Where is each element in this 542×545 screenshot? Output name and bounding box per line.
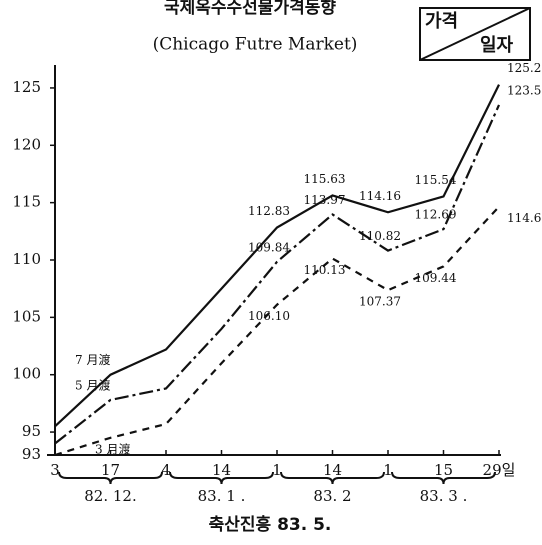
series-name: 3 月渡 bbox=[95, 441, 130, 456]
series-line bbox=[54, 84, 500, 428]
corner-diagonal bbox=[419, 7, 531, 61]
corner-top: 가격 bbox=[425, 11, 458, 32]
x-tick-label: 14 bbox=[212, 461, 231, 479]
corner-box bbox=[419, 7, 531, 61]
x-tick-label: 15 bbox=[434, 461, 453, 479]
x-group-bracket bbox=[391, 471, 496, 485]
x-group-bracket bbox=[58, 471, 163, 485]
x-group-bracket bbox=[169, 471, 274, 485]
data-label: 107.37 bbox=[359, 295, 401, 309]
x-group-label: 83. 1 . bbox=[198, 487, 246, 505]
data-label: 112.69 bbox=[415, 208, 457, 222]
y-tick-label: 120 bbox=[12, 135, 41, 153]
data-label: 110.82 bbox=[359, 229, 401, 243]
data-label: 110.13 bbox=[304, 263, 346, 277]
y-tick-label: 95 bbox=[22, 422, 41, 440]
data-label: 115.54 bbox=[415, 173, 457, 187]
x-tick-label: 3 bbox=[50, 461, 60, 479]
x-group-label: 83. 3 . bbox=[420, 487, 468, 505]
series-line bbox=[54, 205, 500, 457]
data-label: 123.52 bbox=[507, 83, 542, 97]
data-label: 113.97 bbox=[304, 193, 346, 207]
y-tick-label: 115 bbox=[12, 193, 41, 211]
x-group-label: 82. 12. bbox=[84, 487, 136, 505]
data-label: 114.65 bbox=[507, 211, 542, 225]
data-label: 125.29 bbox=[507, 61, 542, 75]
x-tick-label: 4 bbox=[161, 461, 171, 479]
data-label: 112.83 bbox=[248, 204, 290, 218]
x-tick-label: 29일 bbox=[483, 461, 516, 479]
chart-title: 국제옥수수선물가격동향 bbox=[164, 0, 336, 18]
data-label: 109.44 bbox=[415, 271, 457, 285]
chart-subtitle: (Chicago Futre Market) bbox=[153, 35, 358, 55]
y-tick-label: 110 bbox=[12, 250, 41, 268]
x-group-bracket bbox=[280, 471, 385, 485]
x-tick-label: 1 bbox=[383, 461, 393, 479]
corner-bottom: 일자 bbox=[480, 35, 514, 56]
x-tick-label: 14 bbox=[323, 461, 342, 479]
series-line bbox=[54, 104, 501, 445]
y-tick-label: 105 bbox=[12, 307, 41, 325]
data-label: 109.84 bbox=[248, 240, 290, 254]
source: 축산진흥 83. 5. bbox=[209, 514, 332, 535]
y-tick-label: 93 bbox=[22, 445, 41, 463]
data-label: 114.16 bbox=[359, 189, 401, 203]
y-tick-label: 125 bbox=[12, 78, 41, 96]
series-name: 5 月渡 bbox=[75, 377, 110, 392]
x-tick-label: 1 bbox=[272, 461, 282, 479]
x-group-label: 83. 2 bbox=[313, 487, 351, 505]
x-tick-label: 17 bbox=[101, 461, 120, 479]
data-label: 115.63 bbox=[304, 172, 346, 186]
y-tick-label: 100 bbox=[12, 365, 41, 383]
series-name: 7 月渡 bbox=[75, 352, 110, 367]
data-label: 106.10 bbox=[248, 309, 290, 323]
